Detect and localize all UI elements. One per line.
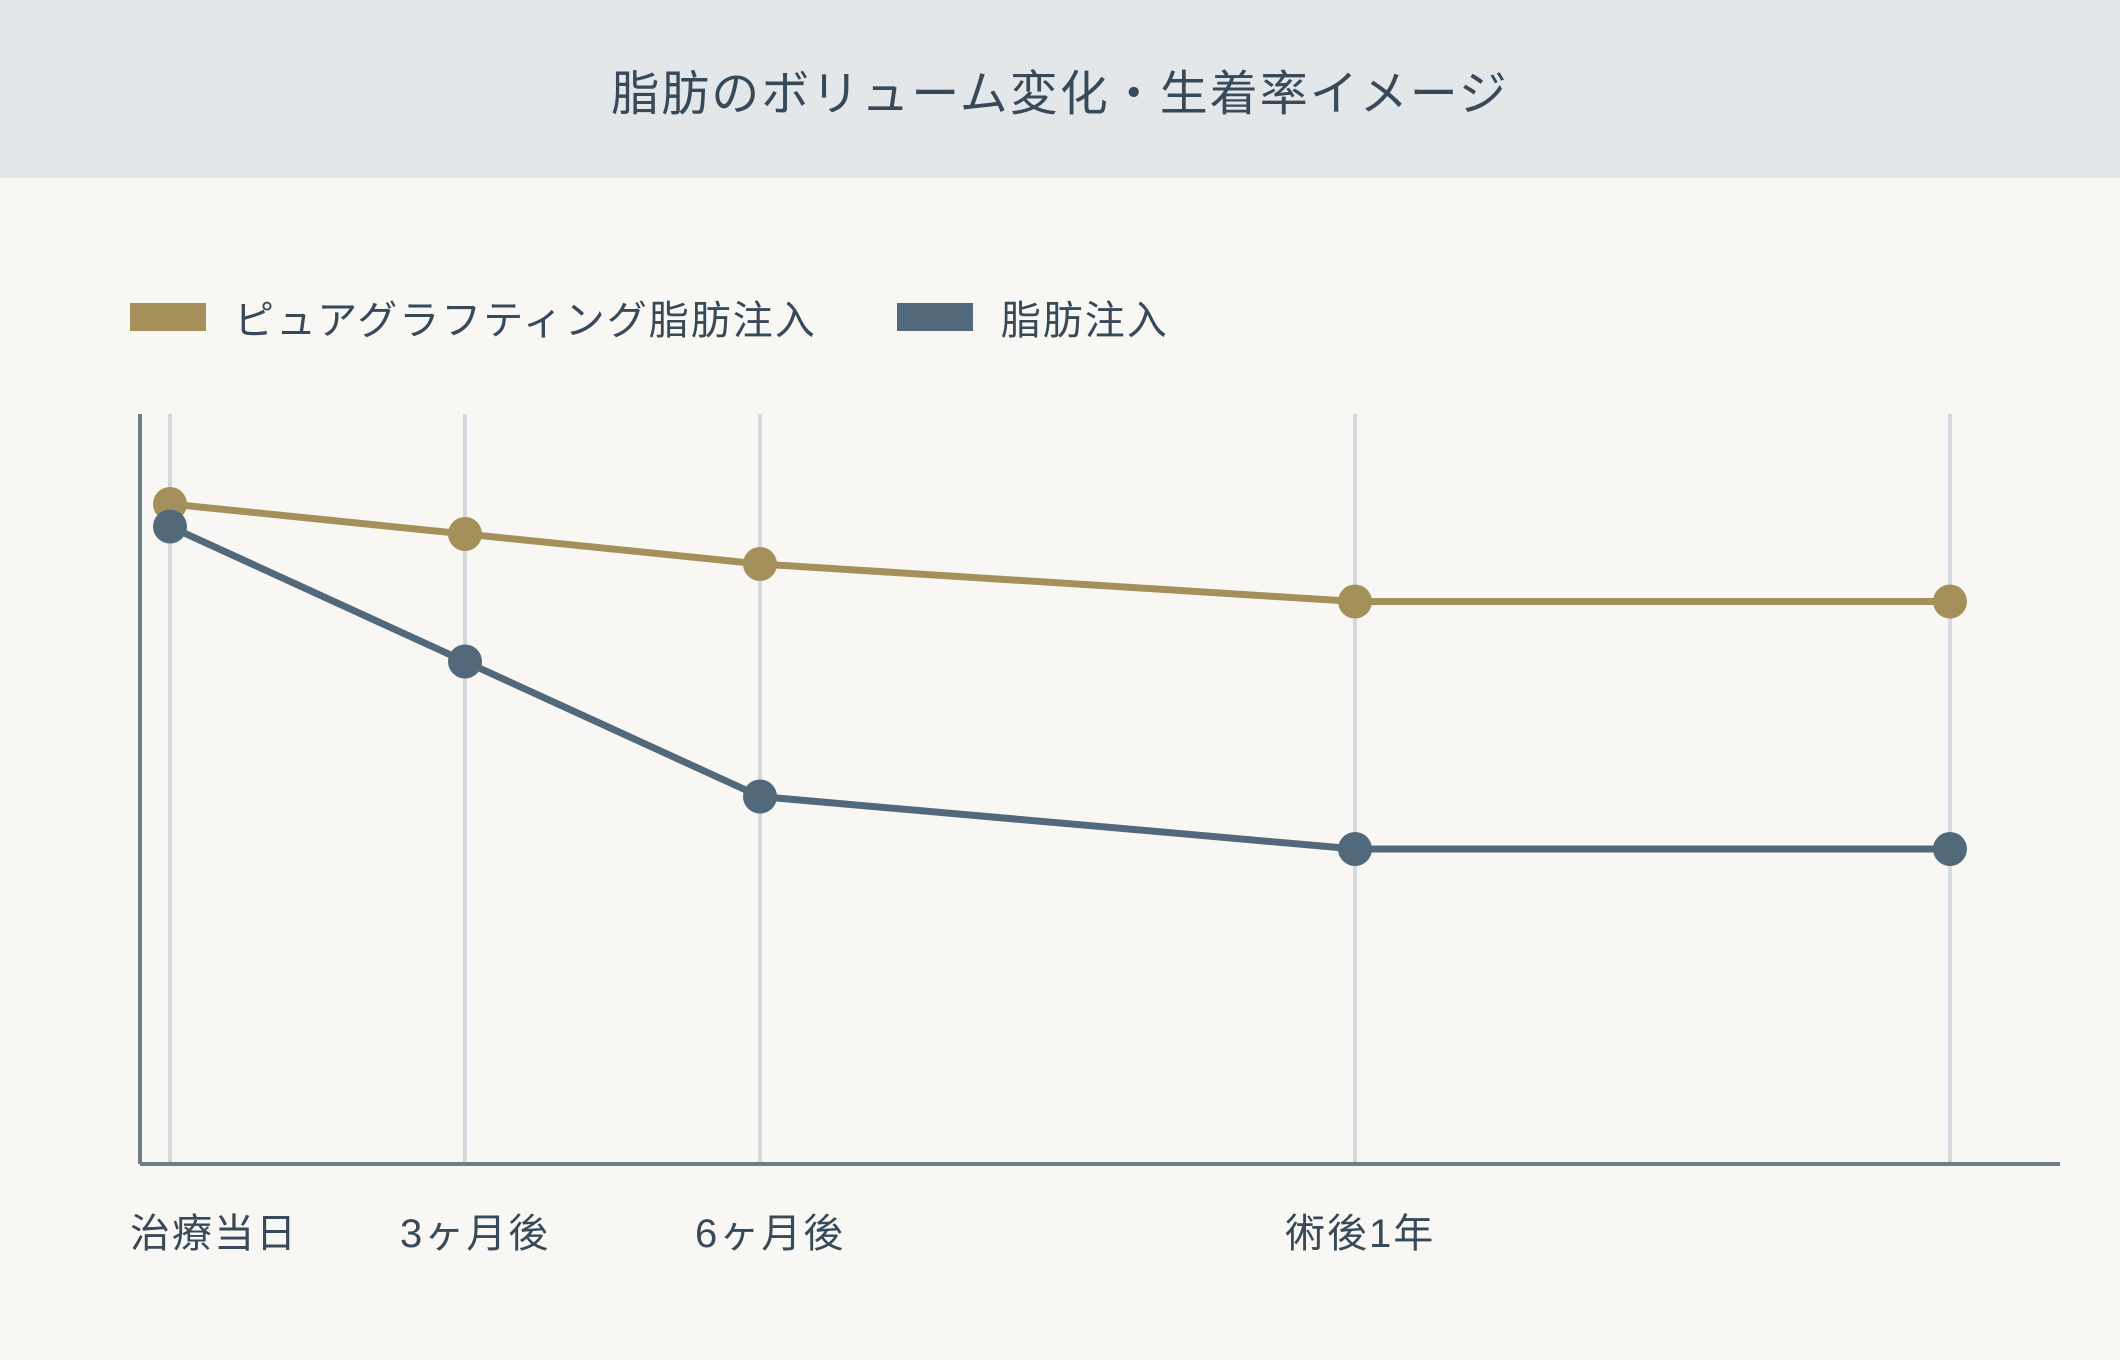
title-bar: 脂肪のボリューム変化・生着率イメージ: [0, 0, 2120, 178]
x-label-3: 術後1年: [1285, 1201, 1435, 1259]
legend-swatch-2: [897, 303, 973, 331]
legend-label-2: 脂肪注入: [1001, 288, 1169, 346]
legend: ピュアグラフティング脂肪注入 脂肪注入: [130, 288, 2120, 346]
x-label-1: 3ヶ月後: [400, 1201, 550, 1259]
x-label-0: 治療当日: [130, 1201, 298, 1259]
x-axis-labels: 治療当日 3ヶ月後 6ヶ月後 術後1年: [130, 1201, 2060, 1261]
legend-item-1: ピュアグラフティング脂肪注入: [130, 288, 817, 346]
line-chart-svg: [130, 404, 2060, 1174]
chart-title: 脂肪のボリューム変化・生着率イメージ: [611, 54, 1509, 124]
legend-swatch-1: [130, 303, 206, 331]
x-label-2: 6ヶ月後: [695, 1201, 845, 1259]
chart-area: [130, 404, 2060, 1179]
legend-label-1: ピュアグラフティング脂肪注入: [234, 288, 817, 346]
legend-item-2: 脂肪注入: [897, 288, 1169, 346]
